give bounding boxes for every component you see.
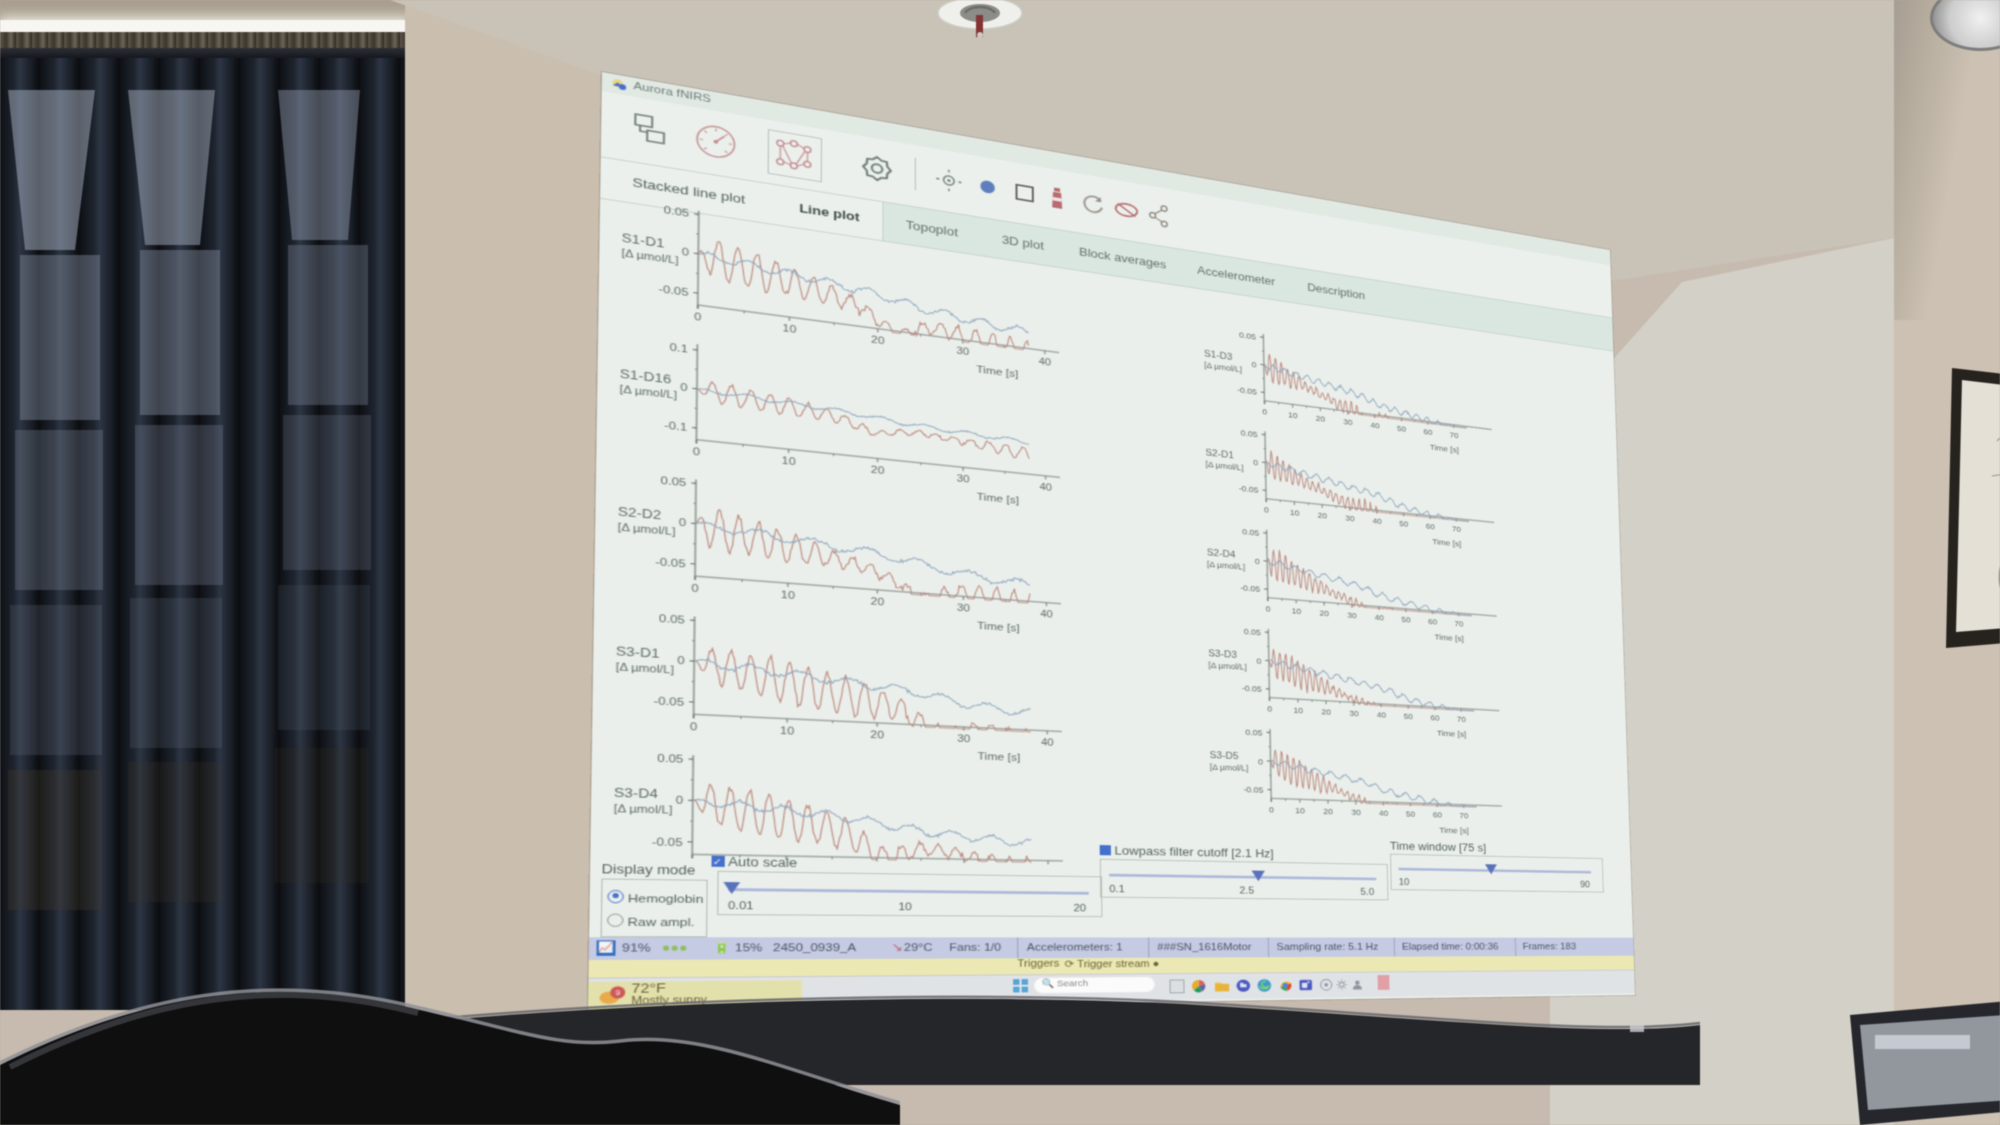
svg-text:0.05: 0.05: [661, 474, 687, 489]
svg-text:30: 30: [1345, 514, 1354, 523]
svg-text:40: 40: [1379, 809, 1388, 818]
svg-text:60: 60: [1430, 714, 1439, 723]
svg-text:10: 10: [782, 322, 796, 336]
svg-text:0: 0: [694, 310, 701, 323]
svg-text:0: 0: [1269, 806, 1274, 815]
svg-text:30: 30: [957, 472, 970, 485]
svg-text:0: 0: [691, 582, 698, 595]
svg-text:40: 40: [1375, 613, 1384, 622]
svg-text:0.05: 0.05: [1242, 528, 1259, 538]
svg-text:0.05: 0.05: [1245, 728, 1262, 738]
svg-text:Time [s]: Time [s]: [1432, 537, 1461, 549]
svg-text:70: 70: [1457, 715, 1466, 724]
svg-text:0.05: 0.05: [657, 752, 683, 766]
svg-text:20: 20: [1321, 708, 1331, 717]
svg-text:30: 30: [1349, 709, 1359, 718]
svg-text:30: 30: [957, 732, 970, 744]
svg-text:Time [s]: Time [s]: [1439, 826, 1469, 836]
svg-text:20: 20: [1320, 609, 1330, 618]
svg-text:Time [s]: Time [s]: [976, 363, 1018, 380]
svg-text:20: 20: [870, 728, 884, 741]
svg-text:10: 10: [782, 454, 796, 467]
svg-text:-0.05: -0.05: [1243, 786, 1263, 796]
svg-text:20: 20: [871, 595, 885, 608]
svg-text:0.05: 0.05: [1241, 429, 1258, 440]
svg-text:-0.05: -0.05: [1239, 484, 1259, 495]
svg-text:30: 30: [1351, 808, 1361, 817]
svg-text:60: 60: [1426, 522, 1435, 531]
svg-text:40: 40: [1039, 481, 1052, 494]
svg-text:40: 40: [1039, 355, 1052, 368]
svg-text:50: 50: [1406, 810, 1415, 819]
svg-text:40: 40: [1041, 736, 1054, 748]
svg-text:Time [s]: Time [s]: [1437, 729, 1467, 740]
svg-text:20: 20: [1323, 807, 1333, 816]
svg-text:-0.05: -0.05: [1242, 684, 1262, 694]
svg-text:20: 20: [871, 333, 884, 346]
svg-text:70: 70: [1459, 812, 1468, 821]
svg-text:50: 50: [1397, 425, 1406, 434]
svg-text:50: 50: [1399, 520, 1408, 529]
svg-text:0: 0: [1267, 705, 1272, 714]
svg-text:10: 10: [1295, 807, 1305, 816]
svg-text:30: 30: [956, 344, 969, 357]
svg-text:40: 40: [1040, 608, 1053, 620]
svg-text:0: 0: [1262, 408, 1267, 417]
svg-text:-0.05: -0.05: [653, 694, 684, 708]
svg-text:0.05: 0.05: [659, 612, 685, 626]
svg-text:30: 30: [1343, 418, 1352, 428]
svg-text:Time [s]: Time [s]: [1434, 632, 1464, 643]
svg-text:0: 0: [679, 516, 686, 529]
svg-text:60: 60: [1428, 618, 1437, 627]
svg-text:0: 0: [677, 654, 685, 667]
svg-text:0: 0: [690, 720, 698, 733]
svg-text:-0.05: -0.05: [1237, 386, 1257, 397]
svg-text:70: 70: [1452, 525, 1461, 534]
svg-text:-0.05: -0.05: [1240, 584, 1260, 594]
svg-text:10: 10: [780, 724, 794, 737]
svg-text:0: 0: [680, 381, 687, 394]
svg-text:10: 10: [1288, 411, 1298, 421]
svg-text:40: 40: [1372, 517, 1381, 526]
svg-text:20: 20: [1318, 511, 1328, 520]
svg-text:30: 30: [957, 601, 970, 614]
svg-text:0: 0: [682, 246, 689, 259]
svg-text:0: 0: [693, 445, 700, 458]
svg-text:-0.1: -0.1: [664, 419, 687, 434]
svg-text:0.05: 0.05: [1244, 627, 1261, 637]
svg-text:70: 70: [1454, 620, 1463, 629]
svg-text:10: 10: [1292, 607, 1302, 616]
svg-text:-0.05: -0.05: [655, 555, 685, 570]
svg-text:40: 40: [1370, 421, 1379, 430]
svg-text:0: 0: [1255, 557, 1260, 566]
svg-text:50: 50: [1404, 712, 1413, 721]
svg-text:40: 40: [1377, 711, 1386, 720]
svg-text:-0.05: -0.05: [658, 282, 688, 298]
svg-text:20: 20: [871, 463, 885, 476]
svg-text:0.1: 0.1: [669, 341, 687, 355]
svg-text:60: 60: [1433, 811, 1442, 820]
svg-text:0: 0: [1264, 506, 1269, 515]
svg-text:0.05: 0.05: [664, 204, 690, 220]
svg-text:50: 50: [1401, 616, 1410, 625]
svg-text:10: 10: [781, 588, 795, 601]
svg-text:70: 70: [1450, 431, 1459, 440]
svg-text:0.05: 0.05: [1239, 331, 1256, 342]
svg-text:0: 0: [676, 794, 684, 807]
svg-text:Time [s]: Time [s]: [977, 750, 1020, 764]
svg-text:-0.05: -0.05: [652, 835, 683, 848]
svg-text:0: 0: [1256, 657, 1261, 666]
svg-text:30: 30: [1347, 611, 1356, 620]
svg-text:0: 0: [1252, 360, 1257, 369]
svg-text:Time [s]: Time [s]: [1430, 443, 1459, 455]
svg-text:Time [s]: Time [s]: [977, 620, 1020, 635]
svg-text:60: 60: [1423, 428, 1432, 437]
svg-text:10: 10: [1290, 508, 1300, 518]
svg-text:0: 0: [1253, 458, 1258, 467]
svg-text:0: 0: [1258, 757, 1263, 766]
svg-text:0: 0: [1265, 605, 1270, 614]
svg-text:Time [s]: Time [s]: [977, 491, 1019, 507]
svg-text:20: 20: [1316, 414, 1326, 424]
svg-text:10: 10: [1293, 706, 1303, 715]
